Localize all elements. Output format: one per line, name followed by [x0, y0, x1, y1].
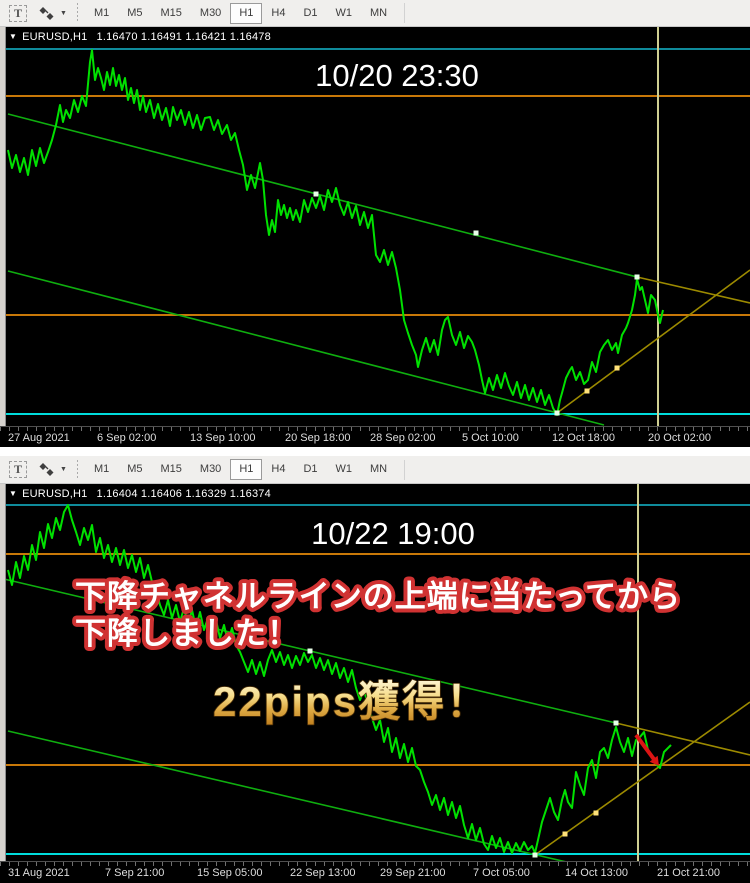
toolbar-top: T ▼ M1 M5 M15 M30 H1 H4 D1 W1 MN — [0, 0, 750, 27]
chart-pane-bottom[interactable]: ▼ EURUSD,H1 1.16404 1.16406 1.16329 1.1637… — [0, 484, 750, 861]
x-axis-label: 15 Sep 05:00 — [197, 867, 263, 879]
timeframe-button-mn[interactable]: MN — [370, 463, 388, 475]
axis-ticks — [0, 427, 750, 431]
trendline-anchor-yellow[interactable] — [614, 365, 620, 371]
x-axis-label: 20 Oct 02:00 — [648, 432, 711, 444]
trendline[interactable] — [636, 276, 750, 304]
x-axis-top: 27 Aug 2021 6 Sep 02:00 13 Sep 10:00 20 Sep… — [0, 426, 750, 447]
text-label-tool-icon[interactable]: T — [9, 461, 27, 478]
timeframe-buttons-bottom: M1 M5 M15 M30 H1 H4 D1 W1 MN — [85, 459, 396, 480]
trendline-anchor-green[interactable] — [554, 410, 560, 416]
chevron-down-icon[interactable]: ▼ — [60, 9, 67, 17]
x-axis-label: 21 Oct 21:00 — [657, 867, 720, 879]
trendline[interactable] — [7, 270, 605, 426]
symbol-header-bottom: ▼ EURUSD,H1 1.16404 1.16406 1.16329 1.1637… — [9, 488, 271, 500]
price-chart-top: 10/20 23:30 — [0, 27, 750, 426]
ohlc-readout: 1.16470 1.16491 1.16421 1.16478 — [96, 31, 271, 43]
x-axis-label: 6 Sep 02:00 — [97, 432, 157, 444]
symbol-name: EURUSD,H1 — [22, 31, 88, 43]
chart-pane-top[interactable]: ▼ EURUSD,H1 1.16470 1.16491 1.16421 1.1647… — [0, 27, 750, 426]
ohlc-readout: 1.16404 1.16406 1.16329 1.16374 — [96, 488, 271, 500]
toolbar-separator — [76, 3, 78, 23]
chart-annotation-text: 10/22 19:00 — [311, 516, 475, 551]
trendline-anchor-yellow[interactable] — [562, 831, 568, 837]
timeframe-button-h4[interactable]: H4 — [271, 463, 286, 475]
chevron-down-icon[interactable]: ▼ — [60, 466, 67, 473]
red-sell-arrow-head — [649, 755, 659, 766]
trendline[interactable] — [615, 722, 750, 756]
toolbar-separator — [404, 3, 406, 23]
trendline-anchor-green[interactable] — [613, 720, 619, 726]
window-left-edge — [0, 484, 6, 861]
trendline-anchor-green[interactable] — [532, 852, 538, 858]
x-axis-label: 7 Sep 21:00 — [105, 867, 165, 879]
timeframe-button-mn[interactable]: MN — [370, 6, 388, 19]
x-axis-label: 29 Sep 21:00 — [380, 867, 446, 879]
timeframe-button-w1[interactable]: W1 — [335, 6, 353, 19]
trendline-anchor-green[interactable] — [473, 230, 479, 236]
x-axis-label: 12 Oct 18:00 — [552, 432, 615, 444]
timeframe-button-w1[interactable]: W1 — [335, 463, 353, 475]
timeframe-button-m30[interactable]: M30 — [199, 463, 222, 475]
trendline-anchor-yellow[interactable] — [584, 388, 590, 394]
timeframe-button-d1[interactable]: D1 — [303, 6, 318, 19]
trendline[interactable] — [7, 113, 638, 278]
collapse-triangle-icon: ▼ — [9, 32, 18, 41]
timeframe-button-d1[interactable]: D1 — [303, 463, 318, 475]
x-axis-label: 7 Oct 05:00 — [473, 867, 530, 879]
trendline-anchor-green[interactable] — [313, 191, 319, 197]
toolbar-bottom: T ▼ M1 M5 M15 M30 H1 H4 D1 W1 MN — [0, 456, 750, 484]
x-axis-label: 14 Oct 13:00 — [565, 867, 628, 879]
section-gap — [0, 447, 750, 456]
arrow-objects-tool-icon[interactable] — [36, 4, 56, 22]
timeframe-button-m1[interactable]: M1 — [93, 463, 110, 475]
chart-annotation-text: 下降しました！ — [75, 616, 299, 651]
x-axis-label: 13 Sep 10:00 — [190, 432, 256, 444]
price-series — [7, 504, 672, 854]
text-label-tool-icon[interactable]: T — [9, 4, 27, 22]
x-axis-label: 28 Sep 02:00 — [370, 432, 436, 444]
timeframe-button-m5[interactable]: M5 — [127, 6, 143, 19]
timeframe-button-m1[interactable]: M1 — [93, 6, 110, 19]
timeframe-button-m5[interactable]: M5 — [127, 463, 143, 475]
symbol-header-top: ▼ EURUSD,H1 1.16470 1.16491 1.16421 1.1647… — [9, 31, 271, 43]
window-left-edge — [0, 27, 6, 426]
trendline-anchor-green[interactable] — [307, 648, 313, 654]
price-series — [7, 49, 664, 416]
timeframe-buttons-top: M1 M5 M15 M30 H1 H4 D1 W1 MN — [85, 2, 396, 24]
toolbar-separator — [76, 459, 78, 480]
x-axis-label: 27 Aug 2021 — [8, 432, 70, 444]
chart-annotation-text: 10/20 23:30 — [315, 58, 479, 93]
symbol-name: EURUSD,H1 — [22, 488, 88, 500]
x-axis-label: 31 Aug 2021 — [8, 867, 70, 879]
timeframe-button-h1[interactable]: H1 — [230, 2, 263, 24]
timeframe-button-h4[interactable]: H4 — [271, 6, 286, 19]
x-axis-label: 22 Sep 13:00 — [290, 867, 356, 879]
timeframe-button-m15[interactable]: M15 — [160, 6, 182, 19]
timeframe-button-m30[interactable]: M30 — [199, 6, 222, 19]
timeframe-button-h1[interactable]: H1 — [230, 459, 263, 480]
chart-annotation-text: 22pips獲得！ — [213, 678, 490, 725]
trendline-anchor-yellow[interactable] — [593, 810, 599, 816]
trendline-anchor-green[interactable] — [634, 274, 640, 280]
x-axis-label: 5 Oct 10:00 — [462, 432, 519, 444]
toolbar-separator — [404, 459, 406, 480]
collapse-triangle-icon: ▼ — [9, 489, 18, 498]
x-axis-bottom: 31 Aug 2021 7 Sep 21:00 15 Sep 05:00 22 Sep… — [0, 861, 750, 883]
chart-annotation-text: 下降チャネルラインの上端に当たってから — [75, 579, 681, 614]
x-axis-label: 20 Sep 18:00 — [285, 432, 351, 444]
axis-ticks — [0, 862, 750, 866]
trendline[interactable] — [7, 730, 575, 861]
trendline[interactable] — [534, 701, 750, 856]
red-sell-arrow — [634, 733, 658, 763]
timeframe-button-m15[interactable]: M15 — [160, 463, 182, 475]
arrow-objects-tool-icon[interactable] — [36, 461, 56, 479]
